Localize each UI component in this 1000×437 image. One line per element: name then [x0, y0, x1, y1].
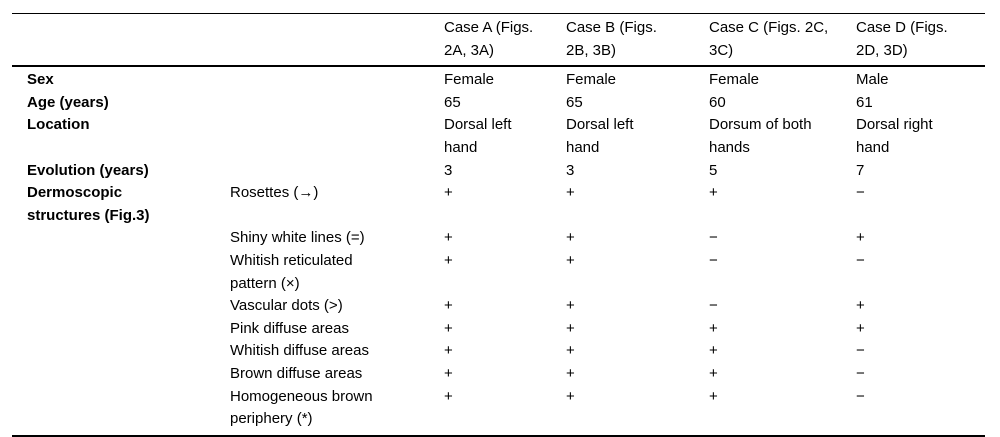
- value-cell-case-a: +: [444, 387, 453, 405]
- value-cell-case-b: Female: [566, 71, 617, 89]
- value-cell-case-b: 3: [566, 161, 575, 179]
- value-cell-case-c: −: [709, 229, 718, 247]
- value-cell-case-c: +: [709, 387, 718, 405]
- column-header-empty-1: [12, 17, 230, 62]
- column-header-case-c: Case C (Figs. 2C, 3C): [709, 19, 829, 59]
- value-cell-case-c: 60: [709, 93, 726, 111]
- row-label: [12, 250, 230, 295]
- value-cell-case-d: +: [856, 297, 865, 315]
- table-row: Age (years) 65 65 60 61: [12, 92, 985, 115]
- value-cell-case-b: +: [566, 342, 575, 360]
- table-row: Brown diffuse areas + + + −: [12, 363, 985, 386]
- column-header-case-d: Case D (Figs. 2D, 3D): [856, 19, 948, 59]
- value-cell-case-d: Male: [856, 71, 889, 89]
- row-sublabel: Whitish diffuse areas: [230, 342, 369, 360]
- value-cell-case-c: −: [709, 251, 718, 269]
- row-sublabel: Homogeneous brown periphery (*): [230, 387, 373, 428]
- value-cell-case-a: 3: [444, 161, 453, 179]
- table-row: Shiny white lines (=) + + − +: [12, 227, 985, 250]
- value-cell-case-a: +: [444, 229, 453, 247]
- row-sublabel: Whitish reticulated pattern (×): [230, 251, 353, 292]
- row-label: [12, 363, 230, 386]
- value-cell-case-b: 65: [566, 93, 583, 111]
- column-header-case-a: Case A (Figs. 2A, 3A): [444, 19, 534, 59]
- value-cell-case-b: +: [566, 387, 575, 405]
- table-row: Sex Female Female Female Male: [12, 69, 985, 92]
- row-sublabel: [230, 160, 444, 183]
- row-sublabel: [230, 114, 444, 159]
- table-body: Sex Female Female Female Male Age (years) 65 65…: [12, 67, 985, 437]
- table-row: Location Dorsal left hand Dorsal left hand…: [12, 114, 985, 159]
- row-label: [12, 340, 230, 363]
- row-label: [12, 227, 230, 250]
- value-cell-case-c: Dorsum of both hands: [709, 116, 812, 156]
- row-label: [12, 295, 230, 318]
- value-cell-case-b: +: [566, 229, 575, 247]
- value-cell-case-d: −: [856, 364, 865, 382]
- table-row: Vascular dots (>) + + − +: [12, 295, 985, 318]
- column-header-empty-2: [230, 17, 444, 62]
- row-sublabel: Pink diffuse areas: [230, 319, 349, 337]
- value-cell-case-a: +: [444, 342, 453, 360]
- value-cell-case-a: +: [444, 297, 453, 315]
- table-row: Whitish diffuse areas + + + −: [12, 340, 985, 363]
- row-label: Location: [27, 116, 90, 134]
- table-row: Dermoscopic structures (Fig.3) Rosettes (…: [12, 182, 985, 227]
- value-cell-case-d: +: [856, 319, 865, 337]
- value-cell-case-b: +: [566, 297, 575, 315]
- row-label: Sex: [27, 71, 54, 89]
- value-cell-case-a: +: [444, 251, 453, 269]
- value-cell-case-d: −: [856, 251, 865, 269]
- table-header-row: Case A (Figs. 2A, 3A) Case B (Figs. 2B, 3…: [12, 13, 985, 68]
- row-sublabel: [230, 92, 444, 115]
- value-cell-case-d: −: [856, 342, 865, 360]
- value-cell-case-c: 5: [709, 161, 718, 179]
- value-cell-case-a: Female: [444, 71, 495, 89]
- value-cell-case-d: +: [856, 229, 865, 247]
- table-row: Evolution (years) 3 3 5 7: [12, 160, 985, 183]
- row-label: [12, 318, 230, 341]
- value-cell-case-b: +: [566, 319, 575, 337]
- value-cell-case-c: +: [709, 319, 718, 337]
- value-cell-case-a: 65: [444, 93, 461, 111]
- row-sublabel: Vascular dots (>): [230, 297, 343, 315]
- row-label: [12, 386, 230, 431]
- row-label: Dermoscopic structures (Fig.3): [27, 184, 150, 224]
- value-cell-case-c: +: [709, 364, 718, 382]
- value-cell-case-a: Dorsal left hand: [444, 116, 512, 156]
- value-cell-case-b: +: [566, 184, 575, 202]
- value-cell-case-c: +: [709, 342, 718, 360]
- row-sublabel: Brown diffuse areas: [230, 364, 363, 382]
- value-cell-case-b: +: [566, 251, 575, 269]
- table-row: Whitish reticulated pattern (×) + + − −: [12, 250, 985, 295]
- row-sublabel: [230, 69, 444, 92]
- value-cell-case-b: +: [566, 364, 575, 382]
- value-cell-case-b: Dorsal left hand: [566, 116, 634, 156]
- value-cell-case-c: Female: [709, 71, 760, 89]
- value-cell-case-d: 61: [856, 93, 873, 111]
- value-cell-case-d: 7: [856, 161, 865, 179]
- value-cell-case-a: +: [444, 319, 453, 337]
- value-cell-case-c: −: [709, 297, 718, 315]
- table-row: Pink diffuse areas + + + +: [12, 318, 985, 341]
- value-cell-case-d: Dorsal right hand: [856, 116, 933, 156]
- row-label: Age (years): [27, 93, 109, 111]
- value-cell-case-c: +: [709, 184, 718, 202]
- case-comparison-table: Case A (Figs. 2A, 3A) Case B (Figs. 2B, 3…: [12, 13, 985, 437]
- value-cell-case-a: +: [444, 184, 453, 202]
- value-cell-case-d: −: [856, 184, 865, 202]
- value-cell-case-a: +: [444, 364, 453, 382]
- table-row: Homogeneous brown periphery (*) + + + −: [12, 386, 985, 431]
- row-label: Evolution (years): [27, 161, 149, 179]
- value-cell-case-d: −: [856, 387, 865, 405]
- row-sublabel: Shiny white lines (=): [230, 229, 365, 247]
- row-sublabel: Rosettes (→): [230, 184, 319, 202]
- column-header-case-b: Case B (Figs. 2B, 3B): [566, 19, 657, 59]
